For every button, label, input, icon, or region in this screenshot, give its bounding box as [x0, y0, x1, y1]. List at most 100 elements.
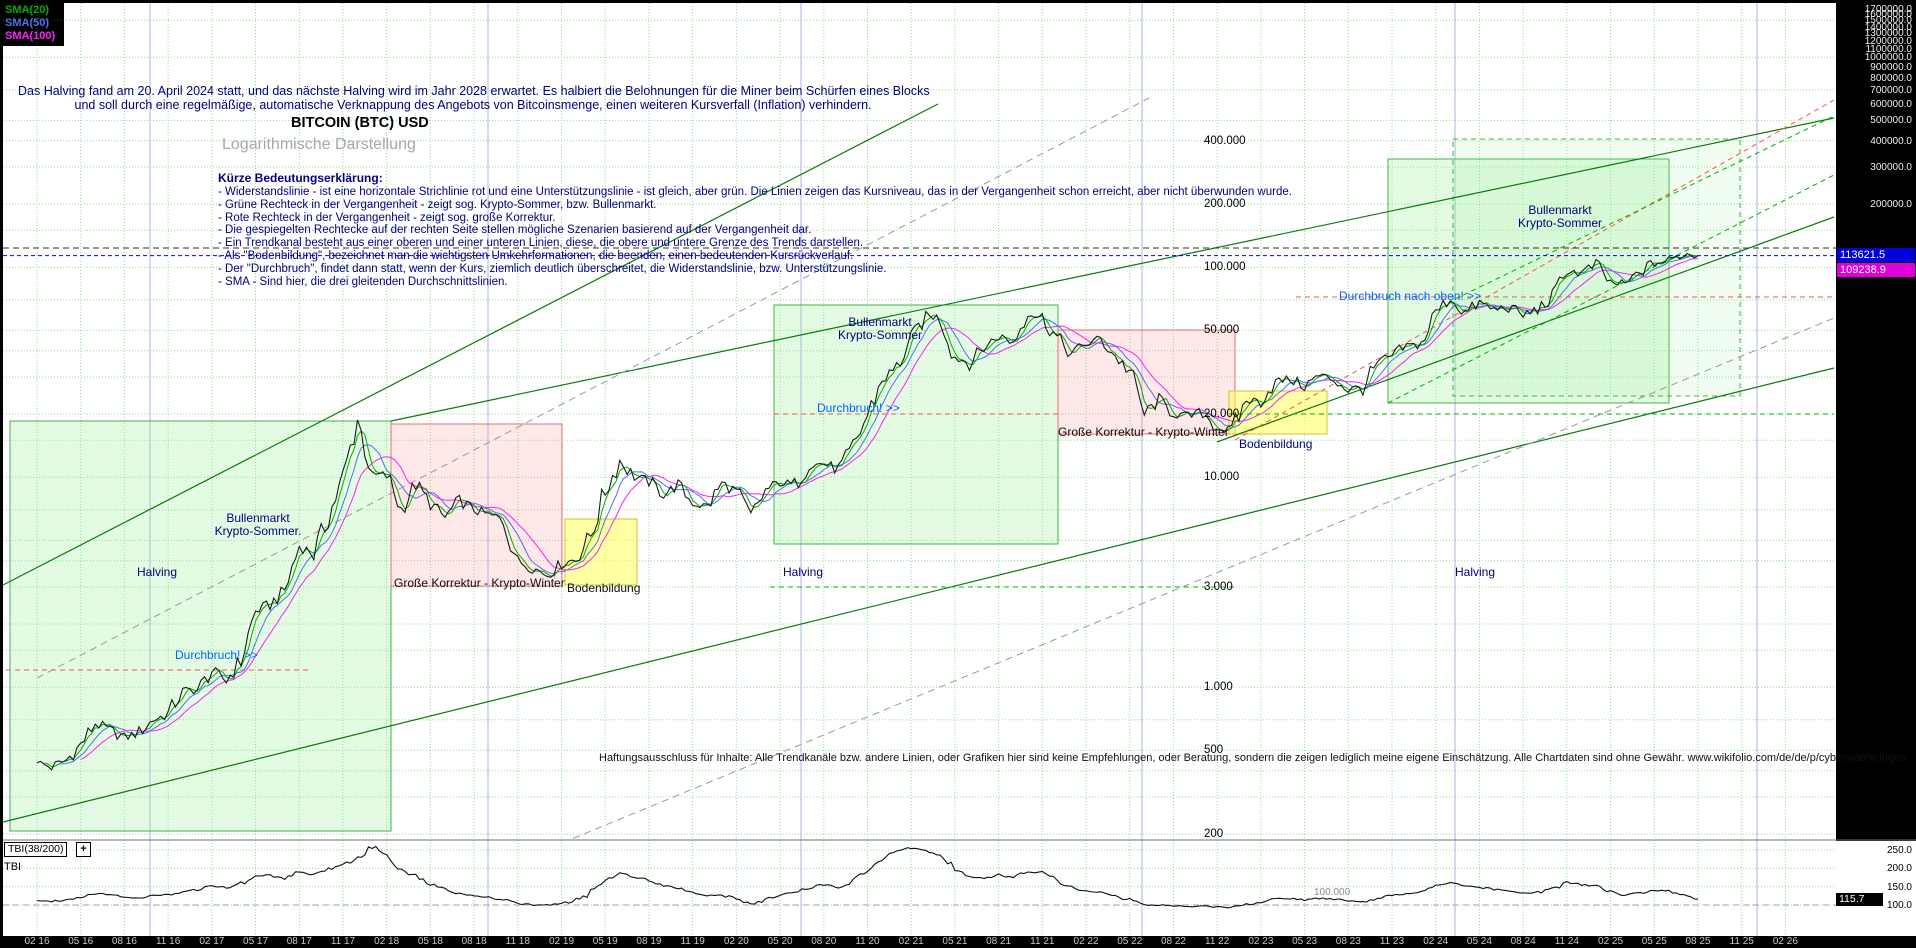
x-axis-label: 05 18 — [417, 936, 443, 947]
legend-sma100[interactable]: SMA(100) — [5, 30, 56, 42]
line-channel-gray-2 — [567, 317, 1835, 840]
x-axis-label: 08 22 — [1160, 936, 1186, 947]
x-axis-label: 02 25 — [1598, 936, 1624, 947]
x-axis-label: 08 17 — [286, 936, 312, 947]
line-trend-support-2023 — [1216, 216, 1835, 443]
annotation-bullenmarkt-2020: Bullenmarkt Krypto-Sommer — [837, 315, 923, 342]
explanation-line: - Widerstandslinie - ist eine horizontal… — [218, 186, 1292, 198]
line-projection-green-1 — [1387, 174, 1835, 404]
x-axis-label: 11 22 — [1205, 936, 1230, 947]
x-axis-label: 02 24 — [1423, 936, 1449, 947]
halving-note-line1: Das Halving fand am 20. April 2024 statt… — [18, 84, 930, 98]
price-scale-label: 100.000 — [1204, 261, 1246, 273]
legend-sma20[interactable]: SMA(20) — [5, 4, 50, 16]
annotation-durchbruch-2017: Durchbruch! >> — [175, 648, 258, 662]
tbi-level-label: 100.000 — [1314, 887, 1351, 898]
x-axis-label: 02 19 — [549, 936, 575, 947]
halving-note-line2: und soll durch eine regelmäßige, automat… — [74, 98, 872, 112]
tbi-axis-label: 150.0 — [1886, 882, 1912, 893]
price-scale-label: 1.000 — [1204, 681, 1233, 693]
x-axis-label: 05 22 — [1117, 936, 1143, 947]
price-scale-label: 200.000 — [1204, 198, 1246, 210]
explanation-line: - Die gespiegelten Rechtecke auf der rec… — [218, 224, 812, 237]
annotation-bullenmarkt-2024: Bullenmarkt Krypto-Sommer — [1517, 203, 1603, 230]
tbi-axis-label: 250.0 — [1886, 845, 1912, 856]
line-trend-upper-steep — [3, 103, 939, 586]
price-scale-label: 200 — [1204, 828, 1224, 840]
explanation-line: - Der "Durchbruch", findet dann statt, w… — [218, 262, 887, 275]
x-axis-label: 11 16 — [155, 936, 181, 947]
annotation-bodenbildung-2022: Bodenbildung — [1239, 437, 1313, 451]
price-scale-label: 50.000 — [1204, 324, 1240, 336]
x-axis-label: 11 18 — [505, 936, 530, 947]
x-axis-label: 02 22 — [1073, 936, 1099, 947]
rect-bull-2016 — [9, 420, 392, 832]
x-axis-label: 02 16 — [24, 936, 50, 947]
sma100-price-badge: 109238.9 — [1837, 263, 1915, 277]
right-axis-label: 1700000.0 — [1864, 4, 1912, 15]
legend-background — [0, 0, 64, 46]
disclaimer-text: Haftungsausschluss für Inhalte: Alle Tre… — [599, 752, 1907, 764]
tbi-axis-background — [1836, 841, 1916, 936]
right-axis-label: 900000.0 — [1870, 62, 1912, 73]
grid — [3, 3, 1836, 936]
annotation-rectangles — [9, 138, 1741, 832]
tbi-current-badge: 115.7 — [1836, 893, 1883, 906]
sma20-line — [44, 254, 1699, 768]
right-axis-label: 1300000.0 — [1864, 28, 1912, 39]
x-axis-label: 05 17 — [243, 936, 269, 947]
right-axis-label: 1400000.0 — [1864, 22, 1912, 33]
annotation-korrektur-2022: Große Korrektur - Krypto-Winter — [1058, 425, 1229, 439]
annotation-halving-2020: Halving — [783, 565, 824, 579]
right-axis-label: 400000.0 — [1870, 136, 1912, 147]
x-axis-label: 11 17 — [330, 936, 356, 947]
legend-sma50[interactable]: SMA(50) — [5, 17, 50, 29]
annotation-durchbruch-2020: Durchbruch! >> — [817, 401, 900, 415]
tbi-indicator-label[interactable]: TBI(38/200) — [4, 842, 68, 857]
x-axis-label: 05 19 — [592, 936, 618, 947]
price-scale-label: 10.000 — [1204, 471, 1240, 483]
x-axis-label: 02 18 — [374, 936, 400, 947]
x-axis-label: 08 20 — [811, 936, 837, 947]
x-axis-label: 02 20 — [723, 936, 749, 947]
add-indicator-button[interactable]: + — [76, 842, 91, 857]
tbi-axis-label: 200.0 — [1886, 863, 1912, 874]
right-axis-label: 800000.0 — [1870, 73, 1912, 84]
price-scale-label: 500 — [1204, 744, 1224, 756]
x-axis-label: 08 16 — [111, 936, 137, 947]
x-axis-label: 11 23 — [1379, 936, 1405, 947]
x-axis-label: 02 26 — [1772, 936, 1798, 947]
tbi-series-group — [3, 845, 1836, 909]
line-channel-gray-1 — [36, 97, 1150, 679]
explanation-line: - SMA - Sind hier, die drei gleitenden D… — [218, 275, 508, 288]
right-axis-label: 300000.0 — [1870, 162, 1912, 173]
right-axis-label: 600000.0 — [1870, 99, 1912, 110]
right-axis-label: 1500000.0 — [1864, 15, 1912, 26]
x-axis-label: 08 21 — [986, 936, 1012, 947]
halving-note: Das Halving fand am 20. April 2024 statt… — [18, 84, 930, 112]
line-projection-green-2 — [1454, 115, 1835, 300]
x-axis-label: 02 21 — [898, 936, 924, 947]
right-axis-label: 1000000.0 — [1864, 52, 1912, 63]
x-axis-label: 08 25 — [1685, 936, 1711, 947]
tbi-short-label: TBI — [4, 861, 22, 873]
right-axis-label: 1600000.0 — [1864, 9, 1912, 20]
price-series-group — [36, 252, 1699, 771]
current-price-badge: 113621.5 — [1837, 248, 1915, 262]
x-axis-label: 05 24 — [1466, 936, 1492, 947]
tbi-axis-label: 100.0 — [1886, 900, 1912, 911]
price-scale-label: 20.000 — [1204, 408, 1240, 420]
annotation-korrektur-2018: Große Korrektur - Krypto-Winter — [394, 576, 565, 590]
x-axis-label: 11 19 — [680, 936, 705, 947]
line-trend-peaks — [390, 117, 1835, 422]
x-axis-label: 05 20 — [767, 936, 793, 947]
price-scale-label: 400.000 — [1204, 135, 1246, 147]
right-axis-label: 200000.0 — [1870, 199, 1912, 210]
x-axis-label: 05 21 — [942, 936, 968, 947]
x-axis-label: 02 23 — [1248, 936, 1274, 947]
x-axis-label: 11 25 — [1729, 936, 1754, 947]
price-series-line — [36, 252, 1699, 771]
